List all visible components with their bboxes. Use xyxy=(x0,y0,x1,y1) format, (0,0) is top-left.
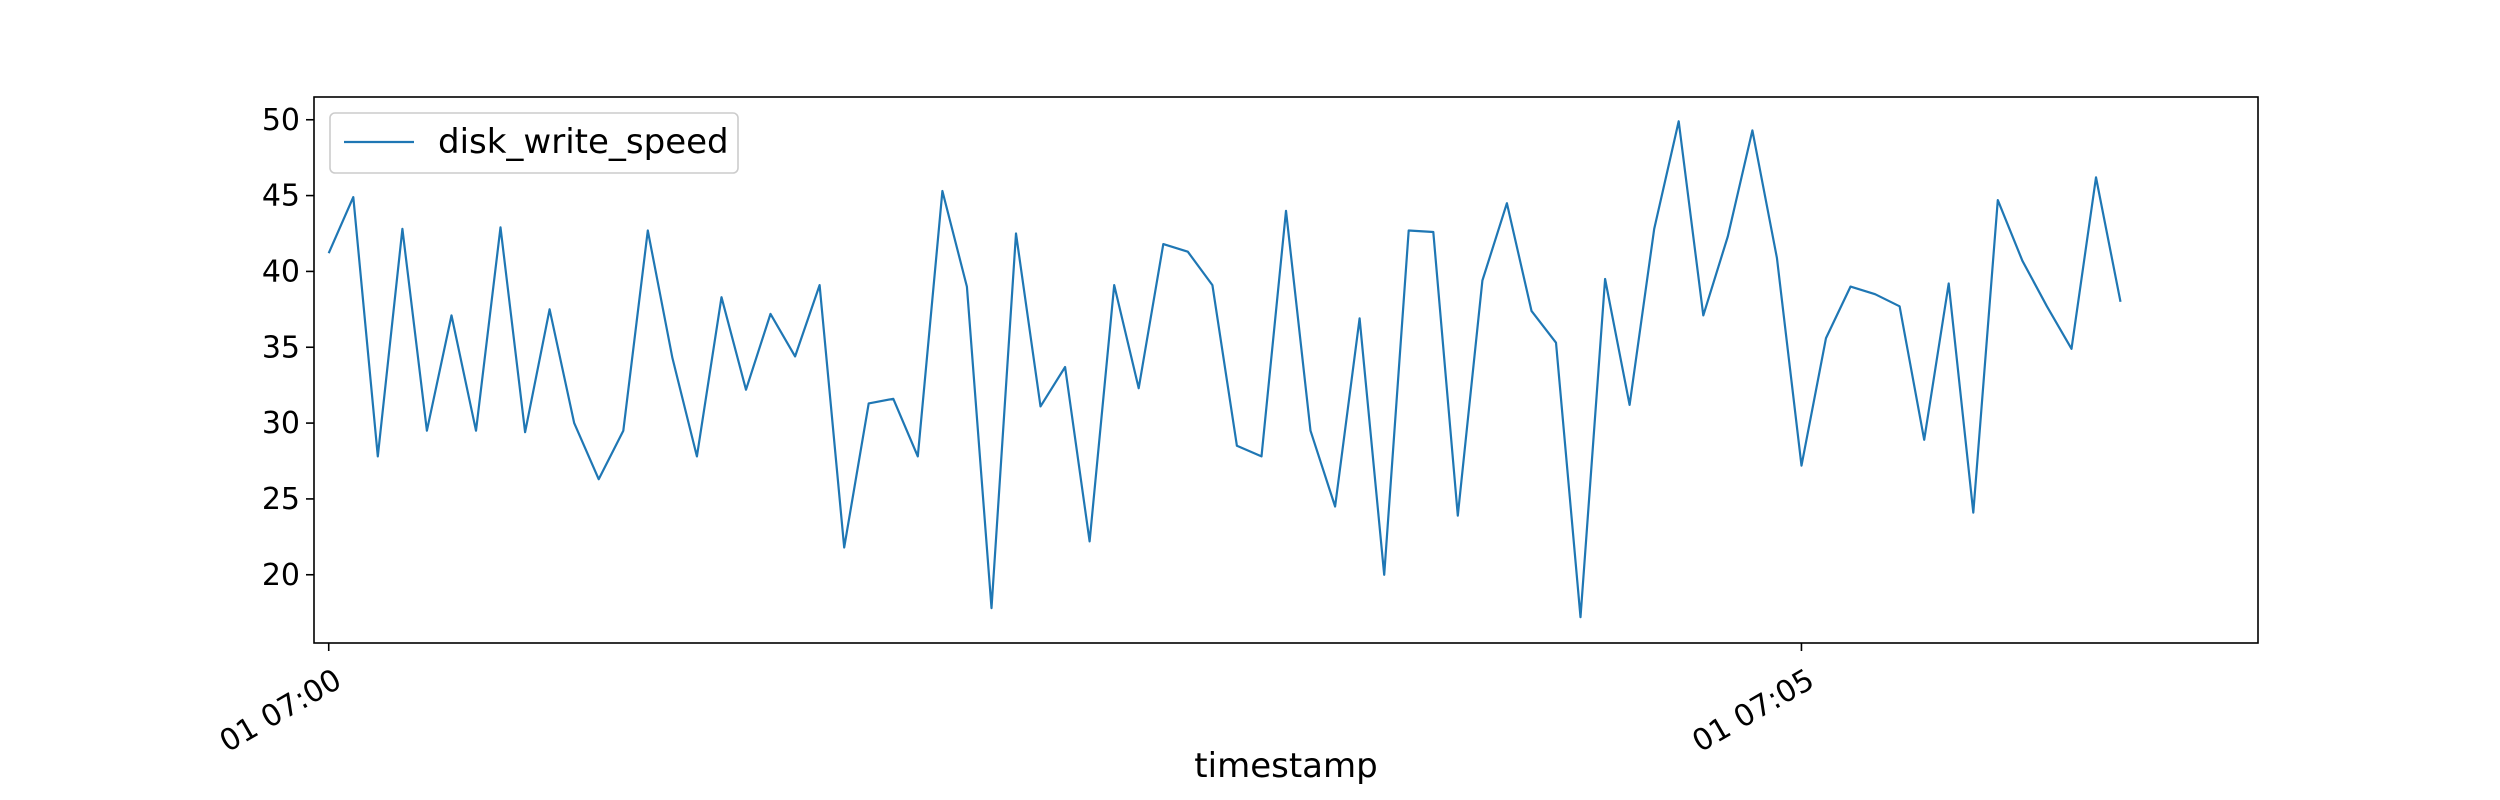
x-tick-label: 01 07:05 xyxy=(1687,662,1821,759)
y-tick-label: 35 xyxy=(262,330,300,365)
legend[interactable]: disk_write_speed xyxy=(329,112,739,174)
series-layer xyxy=(327,120,2122,619)
y-tick-label: 45 xyxy=(262,179,300,214)
series-line-disk-write-speed xyxy=(327,120,2122,619)
y-tick-label: 30 xyxy=(262,406,300,441)
y-axis: 20 25 30 35 40 45 50 xyxy=(262,103,314,593)
y-tick-label: 50 xyxy=(262,103,300,138)
legend-box xyxy=(329,112,739,174)
y-tick-label: 25 xyxy=(262,482,300,517)
plot-area xyxy=(314,97,2258,643)
x-axis-title: timestamp xyxy=(1194,746,1377,786)
legend-label-disk-write-speed: disk_write_speed xyxy=(438,122,729,162)
y-tick-label: 20 xyxy=(262,558,300,593)
x-tick-label: 01 07:00 xyxy=(214,662,348,759)
y-tick-label: 40 xyxy=(262,254,300,289)
plot-frame xyxy=(313,96,2259,644)
